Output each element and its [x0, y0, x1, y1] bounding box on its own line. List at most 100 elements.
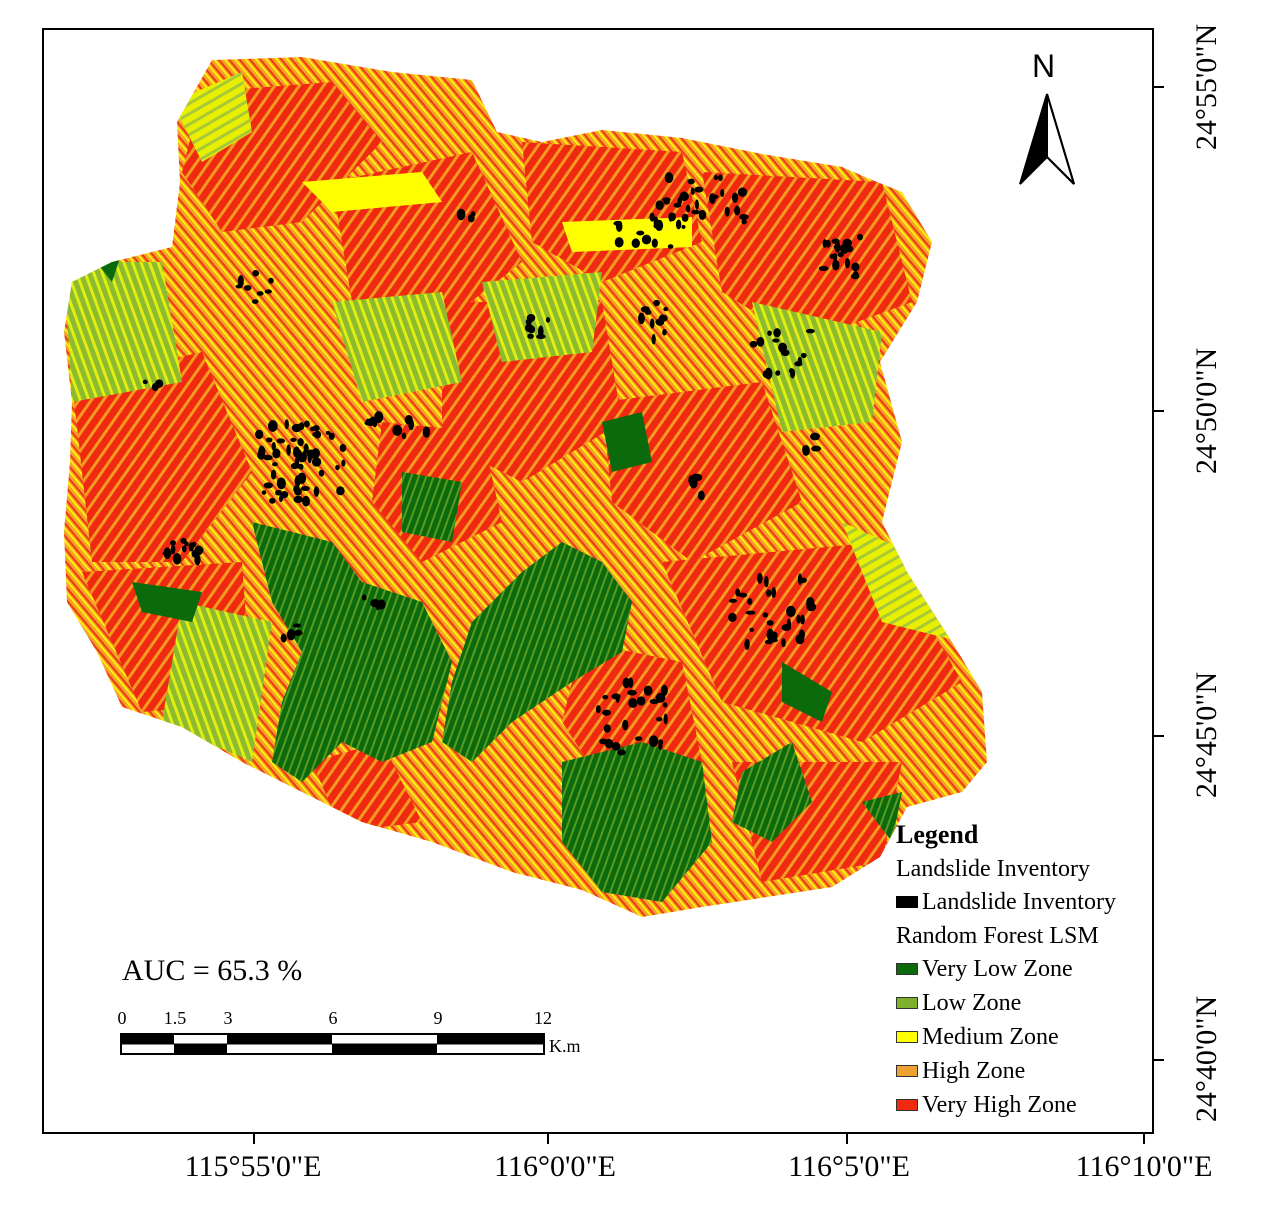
susceptibility-map: [64, 57, 987, 917]
lon-tick: [846, 1134, 848, 1144]
landslide-point: [735, 588, 741, 597]
lon-label: 116°5'0"E: [788, 1150, 910, 1183]
landslide-point: [172, 553, 182, 565]
landslide-point: [694, 186, 704, 193]
landslide-point: [617, 749, 626, 756]
landslide-point: [802, 445, 810, 456]
landslide-point: [713, 174, 718, 181]
landslide-point: [275, 489, 282, 496]
landslide-point: [312, 431, 321, 438]
landslide-point: [170, 544, 176, 555]
landslide-point: [293, 463, 303, 469]
lat-label: 24°45'0"N: [1190, 671, 1223, 799]
landslide-point: [422, 426, 431, 438]
landslide-point: [795, 634, 805, 645]
landslide-point: [772, 631, 778, 641]
landslide-point: [786, 605, 796, 617]
landslide-point: [790, 368, 796, 379]
landslide-point: [628, 677, 634, 689]
landslide-point: [663, 713, 668, 725]
landslide-point: [401, 432, 407, 440]
lat-label: 24°40'0"N: [1190, 995, 1223, 1123]
landslide-point: [611, 742, 621, 751]
landslide-point: [718, 174, 723, 182]
landslide-point: [339, 444, 347, 452]
landslide-point: [653, 299, 660, 307]
landslide-point: [811, 445, 822, 452]
landslide-point: [837, 252, 844, 258]
landslide-point: [842, 238, 853, 247]
landslide-point: [341, 459, 346, 467]
landslide-point: [536, 334, 546, 340]
landslide-point: [767, 330, 772, 336]
very-high-swatch: [896, 1099, 918, 1111]
scale-tick-label: 3: [223, 1008, 233, 1028]
landslide-point: [709, 194, 719, 200]
landslide-point: [311, 448, 320, 459]
legend-group-inventory: Landslide Inventory: [896, 856, 1090, 882]
landslide-point: [636, 696, 646, 706]
landslide-point: [641, 234, 652, 245]
landslide-point: [392, 424, 403, 436]
landslide-point: [636, 230, 645, 236]
landslide-point: [255, 429, 264, 440]
landslide-point: [800, 614, 805, 625]
landslide-point: [822, 239, 828, 248]
landslide-point: [649, 318, 655, 329]
landslide-point: [256, 291, 264, 296]
landslide-point: [658, 739, 664, 746]
lon-label: 116°10'0"E: [1075, 1150, 1213, 1183]
landslide-point: [749, 627, 755, 632]
landslide-point: [690, 187, 695, 195]
landslide-point: [744, 638, 750, 651]
legend-item-low: Low Zone: [896, 986, 1151, 1020]
landslide-point: [622, 719, 629, 731]
landslide-point: [631, 238, 640, 249]
landslide-point: [738, 592, 748, 598]
landslide-point: [766, 628, 774, 641]
landslide-point: [602, 694, 609, 700]
landslide-point: [655, 200, 664, 210]
scale-tick-label: 9: [433, 1008, 443, 1028]
landslide-point: [720, 189, 725, 197]
landslide-point: [290, 437, 297, 442]
landslide-point: [627, 689, 637, 696]
scale-bar: [120, 1033, 545, 1055]
landslide-point: [655, 692, 666, 703]
landslide-point: [303, 420, 310, 428]
landslide-point: [313, 486, 320, 497]
landslide-point: [294, 487, 302, 496]
auc-label: AUC = 65.3 %: [122, 954, 303, 987]
landslide-point: [663, 307, 669, 312]
landslide-point: [181, 545, 187, 553]
landslide-point: [745, 610, 756, 615]
landslide-point: [643, 685, 653, 696]
landslide-point: [235, 284, 243, 289]
landslide-point: [271, 441, 276, 451]
scale-tick-label: 12: [534, 1008, 552, 1028]
legend-item-high: High Zone: [896, 1054, 1151, 1088]
legend-title: Legend: [896, 820, 979, 849]
landslide-point: [297, 452, 307, 463]
landslide-point: [737, 187, 748, 197]
scale-tick-label: 1.5: [163, 1008, 187, 1028]
landslide-point: [668, 212, 674, 222]
landslide-point: [749, 340, 758, 348]
landslide-point: [272, 462, 278, 467]
landslide-point: [372, 419, 378, 428]
landslide-point: [658, 314, 668, 322]
landslide-point: [688, 475, 696, 486]
landslide-point: [660, 684, 668, 696]
legend-item-label: High Zone: [922, 1057, 1026, 1084]
landslide-point: [694, 199, 699, 210]
lat-label: 24°50'0"N: [1190, 347, 1223, 475]
legend-item-label: Very High Zone: [922, 1091, 1077, 1118]
landslide-point: [648, 735, 659, 747]
landslide-point: [651, 238, 658, 248]
landslide-point: [829, 253, 835, 259]
landslide-point: [611, 693, 621, 700]
landslide-point: [525, 323, 534, 333]
landslide-point: [662, 328, 667, 336]
landslide-point: [818, 266, 829, 271]
legend-item-label: Landslide Inventory: [922, 888, 1116, 915]
